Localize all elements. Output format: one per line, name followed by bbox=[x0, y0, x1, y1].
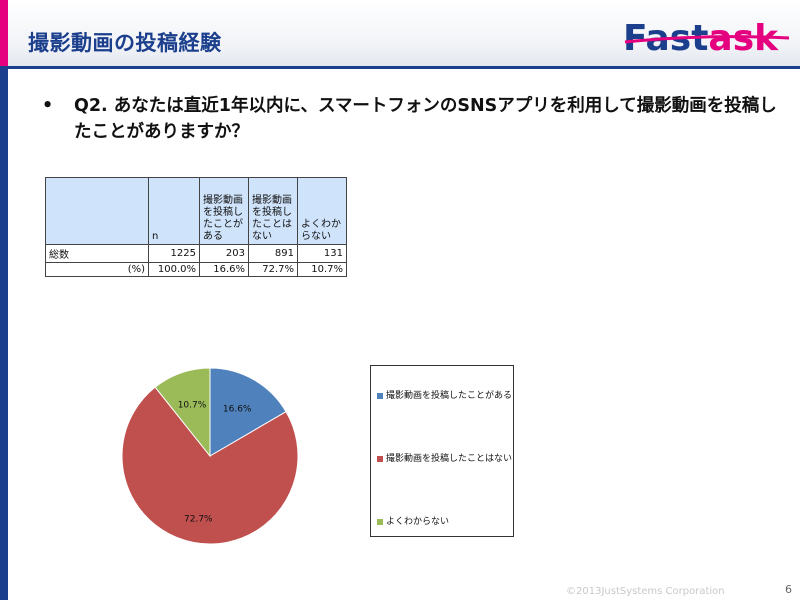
table-header-row: n 撮影動画 を投稿し たことが ある 撮影動画 を投稿し たことは ない よくわか らない bbox=[45, 177, 347, 245]
slide-header: 撮影動画の投稿経験 Fastask bbox=[8, 0, 800, 69]
table-header-cell: 撮影動画 を投稿し たことが ある bbox=[199, 177, 249, 245]
legend-item: 撮影動画を投稿したことがある bbox=[377, 388, 512, 401]
legend-item: よくわからない bbox=[377, 514, 449, 527]
legend-swatch bbox=[377, 392, 383, 399]
table-cell: 891 bbox=[248, 244, 298, 263]
pie-slice bbox=[209, 367, 287, 457]
chart-legend: 撮影動画を投稿したことがある 撮影動画を投稿したことはない よくわからない bbox=[370, 365, 514, 537]
left-pink-accent bbox=[0, 0, 8, 66]
pie-slice bbox=[154, 367, 211, 458]
table-cell: 72.7% bbox=[248, 262, 298, 277]
question-bullet: • bbox=[42, 96, 54, 116]
question-block: • Q2. あなたは直近1年以内に、スマートフォンのSNSアプリを利用して撮影動… bbox=[42, 93, 787, 145]
pie-slice bbox=[121, 386, 299, 545]
table-header-cell: 撮影動画 を投稿し たことは ない bbox=[248, 177, 298, 245]
page-number: 6 bbox=[785, 583, 792, 596]
table-header-cell: n bbox=[148, 177, 200, 245]
pie-slice-label: 10.7% bbox=[178, 400, 207, 410]
legend-label: 撮影動画を投稿したことがある bbox=[386, 391, 513, 401]
copyright-text: ©2013JustSystems Corporation bbox=[566, 586, 725, 597]
question-text: Q2. あなたは直近1年以内に、スマートフォンのSNSアプリを利用して撮影動画を… bbox=[74, 96, 777, 142]
logo-swoosh bbox=[624, 35, 790, 44]
pie-slice-label: 72.7% bbox=[184, 514, 213, 524]
table-row: 総数 1225 203 891 131 bbox=[45, 244, 347, 263]
row-label: 総数 bbox=[45, 244, 149, 263]
page-title: 撮影動画の投稿経験 bbox=[28, 31, 222, 55]
table-cell: 131 bbox=[297, 244, 347, 263]
table-row: (%) 100.0% 16.6% 72.7% 10.7% bbox=[45, 262, 347, 277]
table-header-cell: よくわか らない bbox=[297, 177, 347, 245]
table-cell: 16.6% bbox=[199, 262, 249, 277]
results-table: n 撮影動画 を投稿し たことが ある 撮影動画 を投稿し たことは ない よくわか らない … bbox=[45, 177, 347, 277]
legend-item: 撮影動画を投稿したことはない bbox=[377, 451, 512, 464]
table-cell: 203 bbox=[199, 244, 249, 263]
legend-swatch bbox=[377, 518, 383, 525]
table-cell: 10.7% bbox=[297, 262, 347, 277]
fastask-logo: Fastask bbox=[623, 18, 790, 59]
table-cell: 100.0% bbox=[148, 262, 200, 277]
legend-swatch bbox=[377, 455, 383, 462]
pie-slice-label: 16.6% bbox=[223, 405, 252, 415]
legend-label: よくわからない bbox=[386, 517, 450, 527]
table-cell: 1225 bbox=[148, 244, 200, 263]
legend-label: 撮影動画を投稿したことはない bbox=[386, 454, 513, 464]
table-header-cell bbox=[45, 177, 149, 245]
left-accent-bar bbox=[0, 0, 8, 600]
row-label: (%) bbox=[45, 262, 149, 277]
pie-chart: 16.6% 72.7% 10.7% bbox=[121, 367, 299, 545]
